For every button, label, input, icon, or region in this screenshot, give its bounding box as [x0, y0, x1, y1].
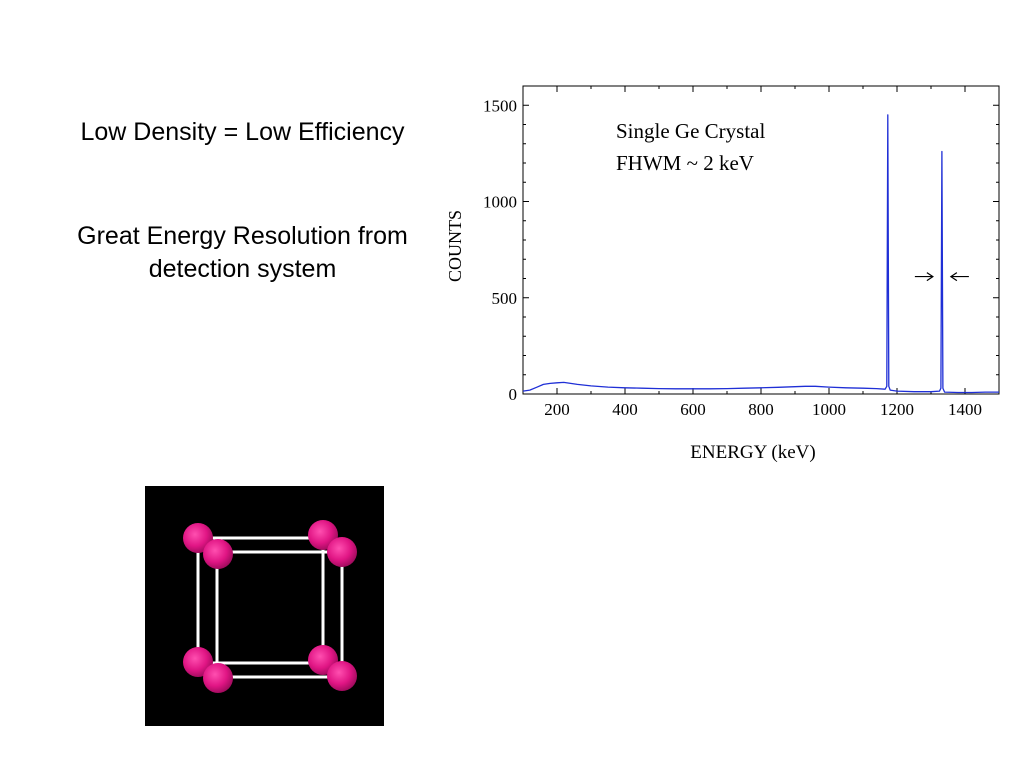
- chart-annotation: Single Ge Crystal: [616, 119, 765, 143]
- y-tick-label: 0: [509, 385, 518, 404]
- resolution-statement-line1: Great Energy Resolution from: [77, 222, 408, 250]
- fwhm-arrowhead-left: [926, 272, 934, 282]
- chart-data-layer: [522, 114, 999, 394]
- chart-annotation: FHWM ~ 2 keV: [616, 151, 754, 175]
- x-tick-label: 600: [680, 400, 706, 419]
- x-axis-label: ENERGY (keV): [690, 442, 815, 463]
- x-tick-label: 1000: [812, 400, 846, 419]
- y-tick-label: 1500: [483, 96, 517, 115]
- energy-spectrum-chart: 200 400 600 800 1000 1200 1400 0 500 1000 1500 ENER…: [445, 85, 1000, 463]
- atom: [183, 647, 213, 677]
- atom: [203, 539, 233, 569]
- x-tick-label: 1200: [880, 400, 914, 419]
- x-tick-label: 400: [612, 400, 638, 419]
- x-tick-label: 1400: [948, 400, 982, 419]
- atom: [183, 523, 213, 553]
- lattice-front-face: [215, 550, 344, 679]
- chart-axes: [522, 85, 1000, 395]
- spectrum-line: [522, 114, 999, 394]
- atom: [327, 537, 357, 567]
- lattice-back-face: [196, 536, 325, 665]
- x-tick-label: 800: [748, 400, 774, 419]
- crystal-lattice-image: [145, 486, 384, 726]
- resolution-statement-line2: detection system: [148, 255, 337, 283]
- atom: [327, 661, 357, 691]
- y-tick-label: 500: [492, 289, 518, 308]
- atom: [203, 663, 233, 693]
- chart-labels: 200 400 600 800 1000 1200 1400 0 500 1000 1500 ENER…: [445, 96, 982, 463]
- efficiency-statement: Low Density = Low Efficiency: [80, 118, 405, 146]
- y-tick-label: 1000: [483, 193, 517, 212]
- y-axis-label: COUNTS: [445, 210, 465, 282]
- x-tick-label: 200: [544, 400, 570, 419]
- cubic-lattice-diagram: [183, 520, 357, 693]
- fwhm-arrowhead-right: [949, 272, 958, 282]
